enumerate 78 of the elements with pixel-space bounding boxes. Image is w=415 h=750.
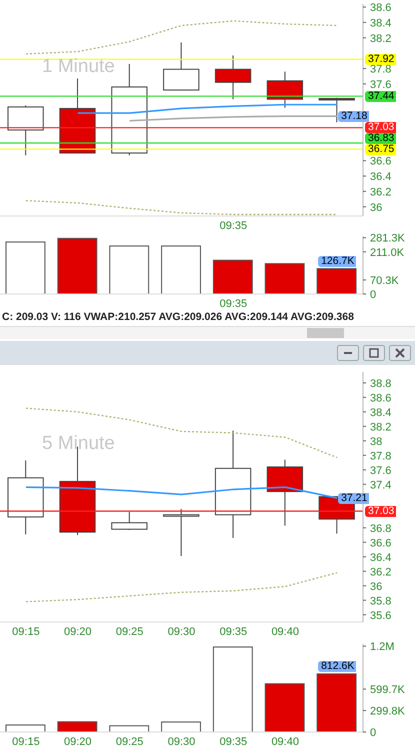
y-tick-label: 0 [370, 289, 376, 301]
x-tick-label: 09:35 [220, 626, 248, 638]
bar [109, 725, 150, 732]
y-tick-label: 38.6 [370, 2, 392, 14]
line-series [76, 104, 338, 114]
y-tick-label: 281.3K [370, 232, 406, 245]
bar [6, 724, 46, 732]
y-tick-label: 38.4 [370, 406, 392, 419]
ref-line-label: 36.75 [365, 142, 396, 155]
line-series [25, 572, 338, 602]
data-label: 126.7K [318, 255, 356, 268]
x-tick-label: 09:25 [116, 736, 144, 748]
y-tick-label: 37.8 [370, 450, 392, 462]
text: C: 209.03 V: 116 VWAP:210.257 AVG:209.026 AVG:209.144 AVG:209.368 [1, 310, 355, 325]
x-tick-label: 09:25 [116, 626, 144, 638]
ref-line-label: 37.03 [365, 120, 396, 133]
x-tick-label: 09:15 [12, 736, 40, 748]
y-tick-label: 36.8 [370, 522, 392, 535]
y-tick-label: 37.6 [370, 464, 392, 477]
data-label: 812.6K [318, 660, 356, 672]
bar [57, 721, 98, 732]
y-tick-label: 35.8 [370, 595, 392, 608]
ref-line-label: 37.03 [365, 504, 396, 517]
ref-line-label: 37.44 [365, 90, 396, 102]
y-tick-label: 35.6 [370, 610, 392, 622]
x-tick-label: 09:40 [271, 626, 299, 638]
y-tick-label: 0 [370, 727, 376, 739]
y-tick-label: 37.4 [370, 479, 392, 492]
bar [57, 238, 98, 294]
y-tick-label: 37.8 [370, 64, 392, 76]
y-tick-label: 38.8 [370, 378, 392, 390]
x-tick-label: 09:30 [168, 736, 196, 748]
text: 1 Minute [42, 56, 115, 78]
y-tick-label: 36.6 [370, 537, 392, 550]
y-tick-label: 38.4 [370, 17, 392, 30]
y-tick-label: 38.2 [370, 32, 392, 45]
line-series [25, 20, 338, 55]
data-label: 37.18 [338, 110, 370, 122]
x-tick-label: 09:20 [64, 626, 92, 638]
bar [316, 268, 357, 294]
x-tick-label: 09:35 [220, 220, 248, 232]
x-tick-label: 09:30 [168, 626, 196, 638]
bar [161, 722, 201, 732]
y-tick-label: 36 [370, 580, 382, 593]
bar [212, 260, 253, 294]
bar [264, 683, 305, 732]
ref-line-label: 37.92 [365, 52, 396, 65]
bar [161, 246, 201, 294]
y-tick-label: 36.4 [370, 552, 392, 564]
y-tick-label: 38.6 [370, 392, 392, 404]
bar [264, 263, 305, 294]
y-tick-label: 36.4 [370, 171, 392, 184]
y-tick-label: 36 [370, 202, 382, 214]
y-tick-label: 37.6 [370, 78, 392, 91]
y-tick-label: 38 [370, 436, 382, 448]
bar [6, 242, 46, 294]
y-tick-label: 36.6 [370, 156, 392, 168]
x-tick-label: 09:40 [271, 736, 299, 748]
ref-line-label: 36.83 [365, 132, 396, 144]
y-tick-label: 1.2M [370, 641, 394, 654]
bar [109, 246, 150, 294]
y-tick-label: 70.3K [370, 274, 400, 287]
data-label: 37.21 [338, 492, 370, 504]
y-tick-label: 211.0K [370, 246, 405, 259]
line-series [25, 200, 338, 216]
y-tick-label: 36.2 [370, 186, 392, 198]
y-tick-label: 299.8K [370, 706, 406, 718]
y-tick-label: 38.2 [370, 421, 392, 434]
x-tick-label: 09:35 [220, 298, 248, 310]
bar [212, 646, 253, 732]
bar [316, 673, 357, 732]
candlestick [163, 508, 200, 557]
line-series [25, 408, 338, 458]
x-tick-label: 09:15 [12, 626, 40, 638]
y-tick-label: 599.7K [370, 684, 406, 696]
x-tick-label: 09:20 [64, 736, 92, 748]
x-tick-label: 09:35 [220, 736, 248, 748]
y-tick-label: 36.2 [370, 566, 392, 578]
